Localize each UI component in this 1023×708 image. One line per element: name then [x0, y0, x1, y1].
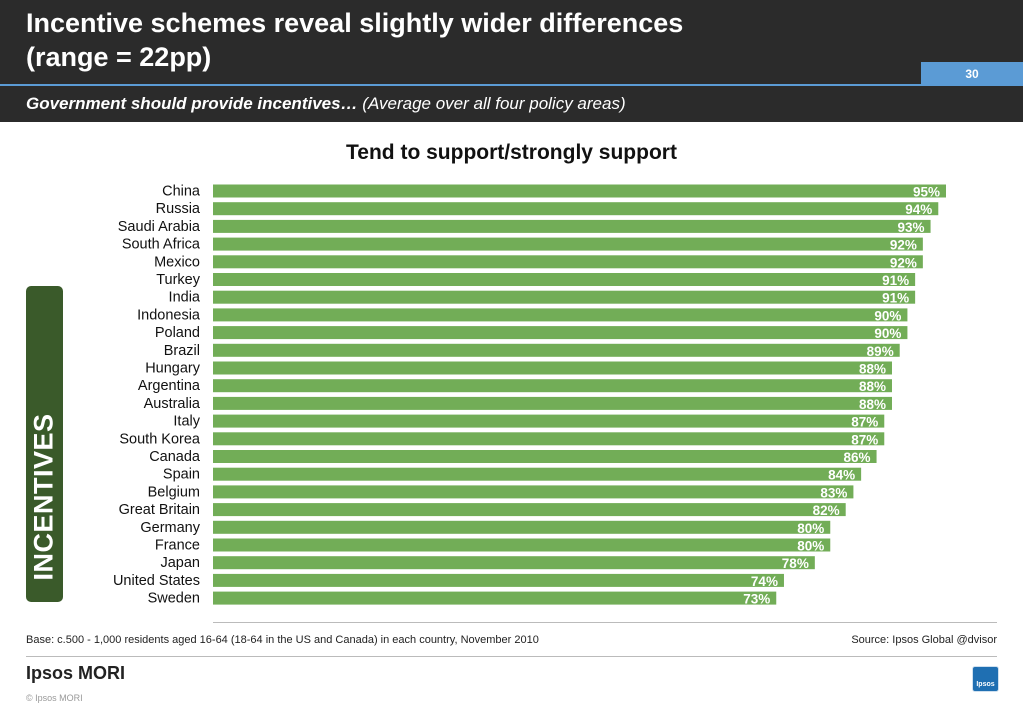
chart-title: Tend to support/strongly support [346, 141, 677, 164]
bar-sweden [213, 591, 777, 605]
value-label: 80% [797, 521, 824, 536]
bar-italy [213, 414, 885, 428]
bar-mexico [213, 255, 923, 269]
value-label: 74% [751, 574, 778, 589]
bar-indonesia [213, 308, 908, 322]
value-label: 88% [859, 379, 886, 394]
bar-germany [213, 520, 831, 534]
value-label: 92% [890, 255, 917, 270]
value-label: 84% [828, 468, 855, 483]
bar-hungary [213, 361, 892, 375]
category-label: United States [113, 573, 200, 589]
side-tab [26, 286, 63, 602]
page-title: Incentive schemes reveal slightly wider … [26, 6, 906, 74]
value-label: 88% [859, 362, 886, 377]
value-label: 87% [851, 432, 878, 447]
header-bar [0, 0, 1023, 84]
category-label: Mexico [154, 254, 200, 270]
value-label: 88% [859, 397, 886, 412]
value-label: 91% [882, 273, 909, 288]
accent-divider [0, 84, 921, 86]
bar-spain [213, 467, 862, 481]
category-label: Spain [163, 467, 200, 483]
source-note: Source: Ipsos Global @dvisor [851, 634, 997, 646]
value-label: 87% [851, 415, 878, 430]
category-label: South Africa [122, 237, 201, 253]
subtitle: Government should provide incentives… (A… [26, 94, 626, 114]
value-label: 90% [874, 308, 901, 323]
title-line-1: Incentive schemes reveal slightly wider … [26, 8, 684, 38]
category-label: Brazil [164, 343, 200, 359]
bar-turkey [213, 273, 916, 286]
category-label: Italy [173, 414, 200, 430]
category-label: Sweden [148, 591, 200, 607]
ipsos-mori-logo: Ipsos MORI [26, 663, 126, 683]
bar-india [213, 290, 916, 304]
value-label: 86% [844, 450, 871, 465]
value-label: 95% [913, 185, 940, 200]
value-label: 90% [874, 326, 901, 341]
value-label: 92% [890, 238, 917, 253]
category-label: Hungary [145, 361, 201, 377]
base-note: Base: c.500 - 1,000 residents aged 16-64… [26, 634, 539, 646]
subheader-bar [0, 86, 1023, 122]
value-label: 91% [882, 291, 909, 306]
category-label: Poland [155, 325, 200, 341]
bar-belgium [213, 485, 854, 499]
bar-united-states [213, 573, 784, 587]
ipsos-corner-logo-text: Ipsos [976, 681, 995, 688]
category-label: Belgium [148, 484, 200, 500]
bar-canada [213, 450, 877, 463]
footer-rule-bottom [26, 656, 997, 657]
bar-south-korea [213, 432, 885, 446]
footer-rule-top [213, 622, 997, 623]
bar-china [213, 184, 946, 198]
category-label: South Korea [119, 431, 201, 447]
category-label: France [155, 538, 200, 554]
bar-argentina [213, 379, 892, 393]
category-label: Argentina [138, 378, 201, 394]
category-label: Germany [140, 520, 200, 536]
category-label: Turkey [156, 272, 201, 288]
category-label: Great Britain [119, 502, 200, 518]
bar-france [213, 538, 831, 552]
ipsos-corner-logo: Ipsos [972, 666, 999, 692]
bar-chart: China 95% Russia 94% Saudi Arabia 93% South Af… [113, 184, 946, 607]
category-label: India [169, 290, 201, 306]
category-label: Australia [144, 396, 201, 412]
value-label: 82% [813, 503, 840, 518]
category-label: Japan [160, 555, 200, 571]
value-label: 89% [867, 344, 894, 359]
page-number: 30 [921, 62, 1023, 86]
category-label: Indonesia [137, 307, 201, 323]
category-label: China [162, 184, 201, 200]
title-line-2: (range = 22pp) [26, 42, 212, 72]
bar-australia [213, 396, 892, 410]
value-label: 83% [820, 485, 847, 500]
copyright: © Ipsos MORI [26, 693, 83, 703]
category-label: Saudi Arabia [118, 219, 201, 235]
bar-south-africa [213, 237, 923, 251]
category-label: Canada [149, 449, 201, 465]
bar-poland [213, 326, 908, 340]
value-label: 78% [782, 556, 809, 571]
value-label: 94% [905, 202, 932, 217]
bar-great-britain [213, 503, 846, 517]
value-label: 93% [898, 220, 925, 235]
category-label: Russia [156, 201, 201, 217]
value-label: 73% [743, 592, 770, 607]
subtitle-note: (Average over all four policy areas) [357, 94, 626, 113]
bar-brazil [213, 343, 900, 357]
bar-japan [213, 556, 815, 570]
subtitle-question: Government should provide incentives… [26, 94, 358, 113]
bar-russia [213, 202, 939, 216]
bar-saudi-arabia [213, 219, 931, 233]
value-label: 80% [797, 539, 824, 554]
